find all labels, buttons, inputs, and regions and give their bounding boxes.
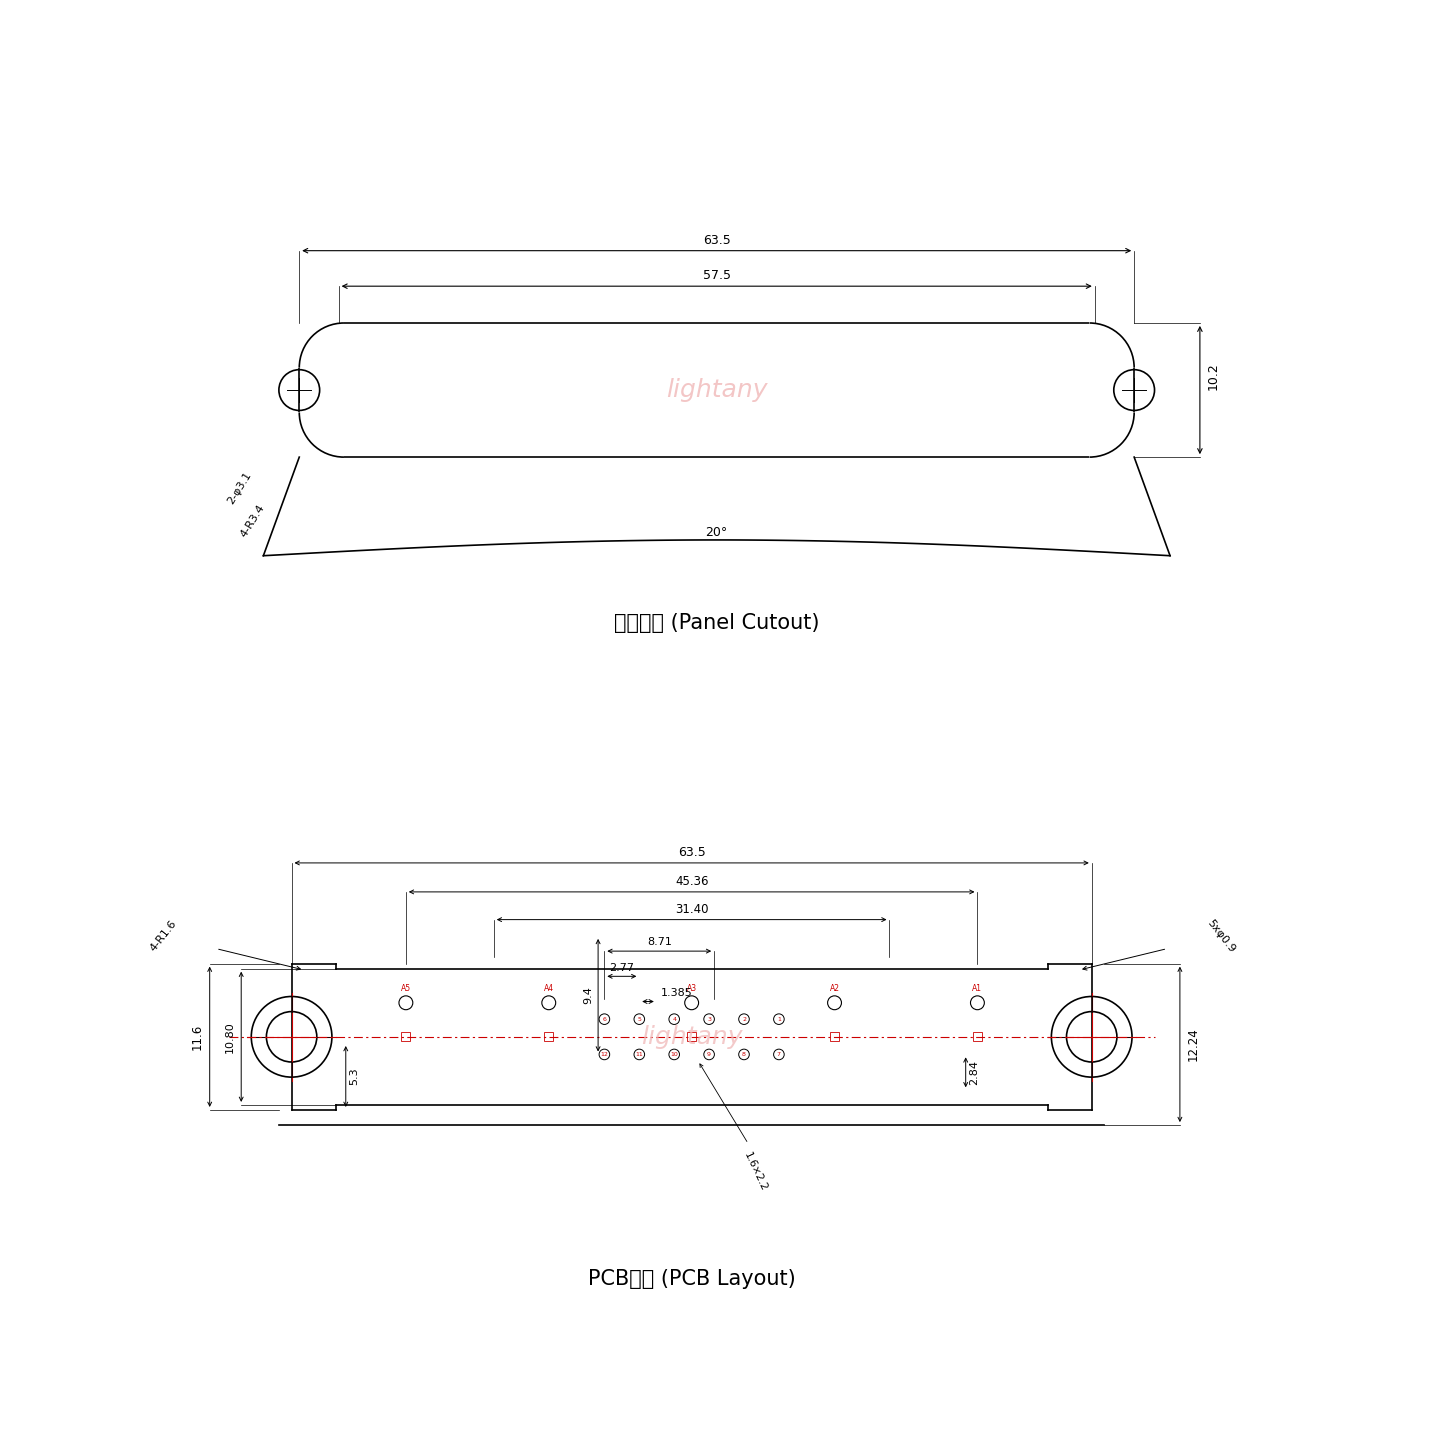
Text: 5: 5 [638, 1017, 641, 1021]
Bar [544, 1032, 553, 1041]
Text: 12.24: 12.24 [1187, 1028, 1200, 1061]
Text: 2-φ3.1: 2-φ3.1 [226, 471, 253, 507]
Text: 5.3: 5.3 [350, 1067, 360, 1086]
Text: 11.6: 11.6 [190, 1024, 203, 1050]
Text: 7: 7 [778, 1053, 780, 1057]
Text: lightany: lightany [665, 379, 768, 402]
Text: lightany: lightany [641, 1025, 743, 1048]
Text: 5xφ0.9: 5xφ0.9 [1205, 917, 1237, 955]
Text: 9: 9 [707, 1053, 711, 1057]
Text: 57.5: 57.5 [703, 269, 730, 282]
Text: 63.5: 63.5 [703, 233, 730, 246]
Text: A4: A4 [544, 985, 554, 994]
Text: 20°: 20° [706, 526, 727, 539]
Text: 10.80: 10.80 [225, 1021, 235, 1053]
Text: 8.71: 8.71 [647, 937, 671, 948]
Text: 1.385: 1.385 [661, 988, 693, 998]
Text: A1: A1 [972, 985, 982, 994]
Text: 8: 8 [742, 1053, 746, 1057]
Text: A5: A5 [400, 985, 410, 994]
Text: 2.77: 2.77 [609, 962, 635, 972]
Text: 12: 12 [600, 1053, 608, 1057]
Text: 6: 6 [602, 1017, 606, 1021]
Text: 4-R1.6: 4-R1.6 [148, 919, 179, 953]
Bar [829, 1032, 840, 1041]
Text: 4: 4 [672, 1017, 677, 1021]
Text: PCB布局 (PCB Layout): PCB布局 (PCB Layout) [588, 1269, 795, 1289]
Text: 10.2: 10.2 [1207, 363, 1220, 390]
Text: 4-R3.4: 4-R3.4 [239, 503, 266, 540]
Text: 1: 1 [778, 1017, 780, 1021]
Text: 11: 11 [635, 1053, 644, 1057]
Text: 63.5: 63.5 [678, 847, 706, 860]
Text: 45.36: 45.36 [675, 876, 708, 888]
Text: 10: 10 [671, 1053, 678, 1057]
Text: 3: 3 [707, 1017, 711, 1021]
Text: 面板开孔 (Panel Cutout): 面板开孔 (Panel Cutout) [613, 613, 819, 634]
Text: A2: A2 [829, 985, 840, 994]
Text: 2.84: 2.84 [969, 1060, 979, 1084]
Bar [687, 1032, 696, 1041]
Text: 2: 2 [742, 1017, 746, 1021]
Bar [402, 1032, 410, 1041]
Text: A3: A3 [687, 985, 697, 994]
Text: 9.4: 9.4 [583, 986, 593, 1004]
Text: 1.6×2.2: 1.6×2.2 [742, 1151, 769, 1192]
Text: 31.40: 31.40 [675, 903, 708, 916]
Bar [973, 1032, 982, 1041]
